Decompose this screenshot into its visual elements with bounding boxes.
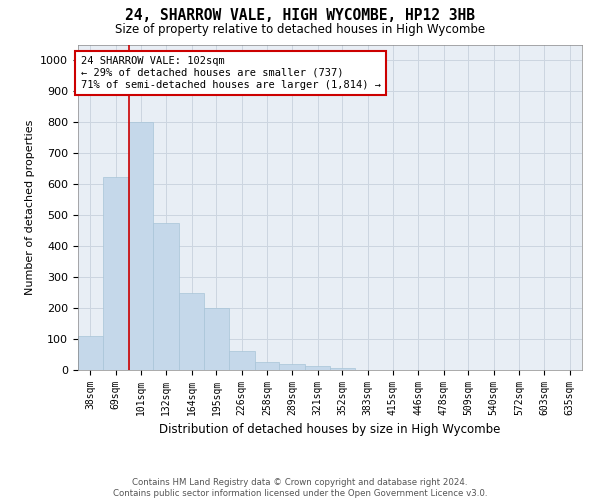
- Bar: [280, 364, 305, 370]
- Bar: [229, 352, 254, 370]
- Bar: [204, 308, 229, 370]
- Y-axis label: Number of detached properties: Number of detached properties: [25, 120, 35, 295]
- Bar: [154, 223, 179, 370]
- Bar: [254, 362, 280, 370]
- Bar: [330, 368, 355, 370]
- X-axis label: Distribution of detached houses by size in High Wycombe: Distribution of detached houses by size …: [160, 424, 500, 436]
- Bar: [179, 292, 204, 370]
- Bar: [103, 176, 128, 370]
- Text: 24 SHARROW VALE: 102sqm
← 29% of detached houses are smaller (737)
71% of semi-d: 24 SHARROW VALE: 102sqm ← 29% of detache…: [80, 56, 380, 90]
- Bar: [128, 122, 154, 370]
- Text: Contains HM Land Registry data © Crown copyright and database right 2024.
Contai: Contains HM Land Registry data © Crown c…: [113, 478, 487, 498]
- Bar: [78, 336, 103, 370]
- Text: 24, SHARROW VALE, HIGH WYCOMBE, HP12 3HB: 24, SHARROW VALE, HIGH WYCOMBE, HP12 3HB: [125, 8, 475, 22]
- Text: Size of property relative to detached houses in High Wycombe: Size of property relative to detached ho…: [115, 22, 485, 36]
- Bar: [305, 366, 330, 370]
